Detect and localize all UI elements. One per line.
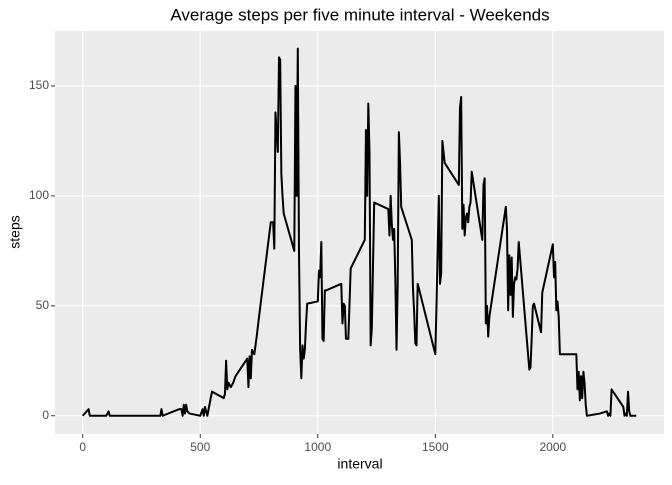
y-tick-label: 0 <box>42 408 49 422</box>
y-tick-label: 50 <box>36 298 50 312</box>
panel <box>55 31 664 434</box>
x-tick-label: 1000 <box>304 440 331 454</box>
line <box>81 47 637 417</box>
x-tick-label: 0 <box>79 440 86 454</box>
y-axis-title: steps <box>7 215 23 248</box>
y-tick-label: 150 <box>29 78 49 92</box>
x-axis-title: interval <box>337 456 382 472</box>
x-tick-label: 500 <box>190 440 210 454</box>
x-tick-label: 1500 <box>422 440 449 454</box>
chart-title: Average steps per five minute interval -… <box>170 5 549 24</box>
y-tick-label: 100 <box>29 188 49 202</box>
x-tick-label: 2000 <box>539 440 566 454</box>
